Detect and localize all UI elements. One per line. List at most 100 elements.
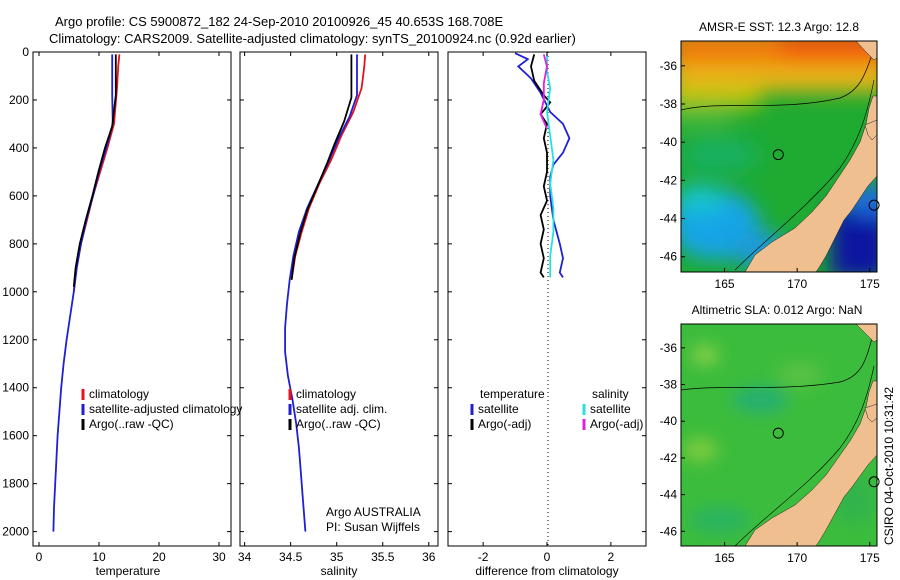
map-x-tick-label-1-2: 175 — [860, 551, 880, 565]
sla-argo-marker — [772, 427, 784, 439]
x-tick-label-2-1: 0 — [544, 550, 551, 564]
salinity-ticks: 34 34.5 35 35.5 36 — [238, 51, 438, 564]
legend-label-diff-0-0: satellite — [478, 402, 519, 416]
sla-shelf-line — [734, 365, 875, 546]
legend-label-diff-1-1: Argo(-adj) — [590, 417, 643, 431]
x-tick-label-1-3: 35.5 — [371, 550, 395, 564]
sst-north-island-tip — [855, 41, 877, 61]
sla-island-detail — [864, 403, 877, 423]
sst-map-title: AMSR-E SST: 12.3 Argo: 12.8 — [699, 20, 859, 34]
difference-xlabel: difference from climatology — [475, 564, 618, 578]
legend-group-title-1: salinity — [592, 387, 629, 401]
map-y-tick-label-0-1: -38 — [660, 97, 678, 111]
profile-line-1-1 — [284, 54, 358, 532]
x-tick-label-0-0: 0 — [36, 550, 43, 564]
salinity-panel: 34 34.5 35 35.5 36 salinity climatologysatel… — [238, 51, 439, 578]
legend-label-0-sat-adjusted: satellite-adjusted climatology — [89, 402, 242, 416]
profile-line-1-2 — [290, 54, 353, 280]
map-x-tick-label-0-0: 165 — [715, 277, 735, 291]
sst-map-ticks: 165 170 175 -36 -38 -40 -42 -44 -46 — [660, 59, 880, 291]
difference-ticks: -2 0 2 — [448, 51, 646, 564]
sst-map: AMSR-E SST: 12.3 Argo: 12.8 — [660, 20, 880, 291]
sla-edge-marker — [868, 476, 880, 488]
temperature-profiles — [52, 54, 121, 532]
y-tick-label-9: 1800 — [2, 477, 29, 491]
salinity-profiles — [284, 54, 367, 532]
argo-australia-label: Argo AUSTRALIA — [326, 505, 421, 519]
map-y-tick-label-1-0: -36 — [660, 341, 678, 355]
y-tick-label-4: 800 — [9, 237, 29, 251]
sst-island-detail — [864, 119, 877, 141]
sst-edge-marker — [868, 199, 880, 211]
profile-line-2-2 — [546, 54, 555, 278]
map-y-tick-label-0-0: -36 — [660, 59, 678, 73]
sst-shelf-line — [734, 79, 875, 271]
legend-label-1-climatology: climatology — [296, 387, 356, 401]
csiro-timestamp: CSIRO 04-Oct-2010 10:31:42 — [882, 387, 896, 545]
salinity-xlabel: salinity — [321, 564, 358, 578]
legend-label-0-climatology: climatology — [89, 387, 149, 401]
y-tick-label-5: 1000 — [2, 285, 29, 299]
legend-label-0-argo: Argo(..raw -QC) — [89, 417, 174, 431]
sst-map-frame — [680, 40, 878, 273]
difference-profiles — [514, 52, 571, 278]
sla-map-ticks: 165 170 175 -36 -38 -40 -42 -44 -46 — [660, 341, 880, 565]
legend-group-title-0: temperature — [480, 387, 545, 401]
y-tick-label-8: 1600 — [2, 429, 29, 443]
x-tick-label-0-2: 20 — [152, 550, 166, 564]
map-y-tick-label-0-3: -42 — [660, 173, 678, 187]
profile-line-2-3 — [539, 54, 548, 130]
sst-map-field — [681, 41, 877, 272]
y-tick-label-7: 1400 — [2, 381, 29, 395]
difference-legend: temperaturesatelliteArgo(-adj)salinitysa… — [470, 387, 643, 431]
y-tick-label-2: 400 — [9, 141, 29, 155]
legend-label-1-sat-adjusted: satellite adj. clim. — [296, 402, 387, 416]
y-tick-label-0: 0 — [22, 45, 29, 59]
legend-label-diff-0-1: Argo(-adj) — [478, 417, 531, 431]
map-y-tick-label-1-3: -42 — [660, 451, 678, 465]
temperature-axes-frame — [32, 51, 232, 547]
sla-map-title: Altimetric SLA: 0.012 Argo: NaN — [692, 303, 863, 317]
map-x-tick-label-0-1: 170 — [787, 277, 807, 291]
sla-map-frame — [680, 323, 878, 547]
temperature-ticks: 0 10 20 30 0 200 400 600 800 1000 1200 1400 1600 1800… — [2, 45, 231, 564]
title-line-1: Argo profile: CS 5900872_182 24-Sep-2010… — [55, 14, 503, 29]
sst-land — [744, 95, 877, 272]
sla-map: Altimetric SLA: 0.012 Argo: NaN 165 170 17… — [660, 303, 880, 565]
map-y-tick-label-1-4: -44 — [660, 488, 678, 502]
x-tick-label-0-1: 10 — [92, 550, 106, 564]
profile-line-0-2 — [72, 54, 117, 288]
sla-contour-line — [681, 337, 873, 391]
x-tick-label-1-2: 35 — [330, 550, 344, 564]
profile-line-2-1 — [530, 54, 552, 278]
legend-label-diff-1-0: satellite — [590, 402, 631, 416]
legend-label-1-argo: Argo(..raw -QC) — [296, 417, 381, 431]
x-tick-label-1-1: 34.5 — [279, 550, 303, 564]
x-tick-label-2-0: -2 — [478, 550, 489, 564]
sla-map-field — [681, 324, 877, 546]
sst-color-blobs — [681, 41, 877, 272]
pi-label: PI: Susan Wijffels — [326, 520, 420, 534]
map-y-tick-label-1-5: -46 — [660, 524, 678, 538]
x-tick-label-1-0: 34 — [238, 550, 252, 564]
y-tick-label-10: 2000 — [2, 525, 29, 539]
map-y-tick-label-0-4: -44 — [660, 212, 678, 226]
sst-argo-marker — [772, 149, 784, 161]
y-tick-label-1: 200 — [9, 93, 29, 107]
map-y-tick-label-0-2: -40 — [660, 135, 678, 149]
difference-panel: -2 0 2 difference from climatology tempera… — [447, 51, 647, 578]
profile-line-0-1 — [52, 54, 114, 532]
map-x-tick-label-0-2: 175 — [860, 277, 880, 291]
sla-north-island-tip — [855, 324, 877, 343]
map-x-tick-label-1-0: 165 — [715, 551, 735, 565]
salinity-axes-frame — [239, 51, 439, 547]
map-y-tick-label-1-1: -38 — [660, 378, 678, 392]
y-tick-label-6: 1200 — [2, 333, 29, 347]
sst-contour-line — [681, 54, 873, 111]
profile-line-2-0 — [514, 52, 571, 278]
map-y-tick-label-0-5: -46 — [660, 250, 678, 264]
profile-line-1-0 — [290, 54, 367, 280]
